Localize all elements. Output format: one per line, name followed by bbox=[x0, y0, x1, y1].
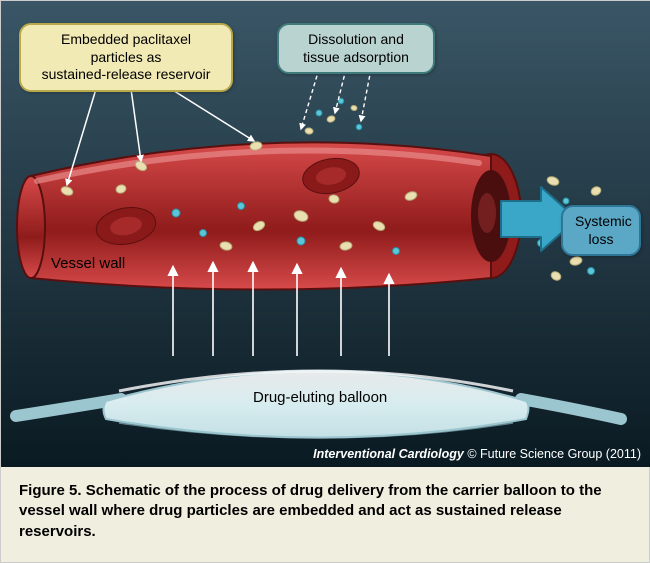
figure-container: Embedded paclitaxelparticles assustained… bbox=[0, 0, 650, 563]
vessel-wall-label-text: Vessel wall bbox=[51, 255, 125, 272]
callout-paclitaxel: Embedded paclitaxelparticles assustained… bbox=[19, 23, 233, 92]
balloon-label: Drug-eluting balloon bbox=[253, 389, 387, 406]
balloon-label-text: Drug-eluting balloon bbox=[253, 389, 387, 406]
credit-journal: Interventional Cardiology bbox=[313, 447, 464, 461]
callout-systemic: Systemicloss bbox=[561, 205, 641, 256]
figure-number: Figure 5. bbox=[19, 482, 82, 499]
callout-dissolution-text: Dissolution andtissue adsorption bbox=[303, 31, 409, 65]
callout-systemic-text: Systemicloss bbox=[575, 213, 632, 247]
callout-dissolution: Dissolution andtissue adsorption bbox=[277, 23, 435, 74]
figure-caption: Figure 5. Schematic of the process of dr… bbox=[1, 467, 649, 562]
diagram-panel: Embedded paclitaxelparticles assustained… bbox=[1, 1, 650, 467]
credit-rest: © Future Science Group (2011) bbox=[464, 447, 641, 461]
vessel-wall-label: Vessel wall bbox=[51, 255, 125, 272]
credit-line: Interventional Cardiology © Future Scien… bbox=[313, 447, 641, 461]
callout-paclitaxel-text: Embedded paclitaxelparticles assustained… bbox=[42, 31, 211, 82]
figure-text: Schematic of the process of drug deliver… bbox=[19, 482, 602, 540]
